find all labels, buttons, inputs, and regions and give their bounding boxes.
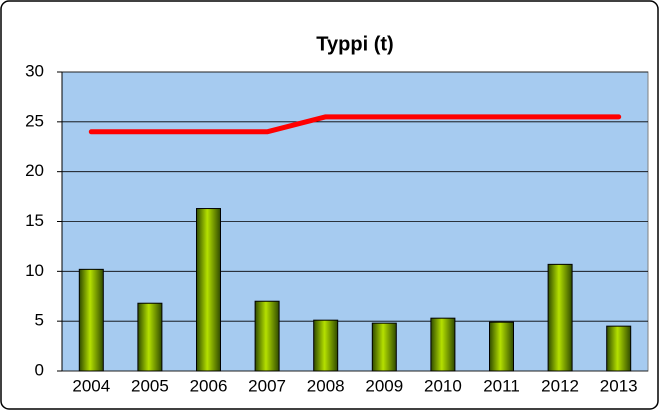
bar xyxy=(313,319,339,372)
x-tick-label: 2013 xyxy=(600,376,638,395)
bar xyxy=(78,268,104,372)
bar xyxy=(430,317,456,372)
bar xyxy=(489,321,514,372)
x-tick-label: 2011 xyxy=(483,376,520,395)
y-tick-label: 10 xyxy=(25,261,44,280)
y-tick-label: 5 xyxy=(35,311,44,330)
bar xyxy=(547,263,573,372)
x-tick-label: 2008 xyxy=(307,376,345,395)
y-tick-label: 30 xyxy=(25,61,44,80)
x-tick-label: 2009 xyxy=(365,376,403,395)
x-tick-label: 2005 xyxy=(131,376,169,395)
x-tick-label: 2006 xyxy=(190,376,228,395)
bar xyxy=(606,325,632,372)
x-tick-label: 2010 xyxy=(424,376,462,395)
chart-title: Typpi (t) xyxy=(316,33,393,55)
y-tick-label: 0 xyxy=(35,360,44,379)
bar xyxy=(254,300,280,372)
x-tick-label: 2004 xyxy=(72,376,110,395)
bar xyxy=(196,208,221,372)
y-tick-label: 15 xyxy=(25,211,44,230)
x-tick-label: 2007 xyxy=(248,376,286,395)
x-tick-label: 2012 xyxy=(541,376,579,395)
y-tick-label: 25 xyxy=(25,111,44,130)
bar xyxy=(371,322,397,372)
line xyxy=(88,114,622,135)
bar xyxy=(137,302,163,372)
y-tick-label: 20 xyxy=(25,161,44,180)
